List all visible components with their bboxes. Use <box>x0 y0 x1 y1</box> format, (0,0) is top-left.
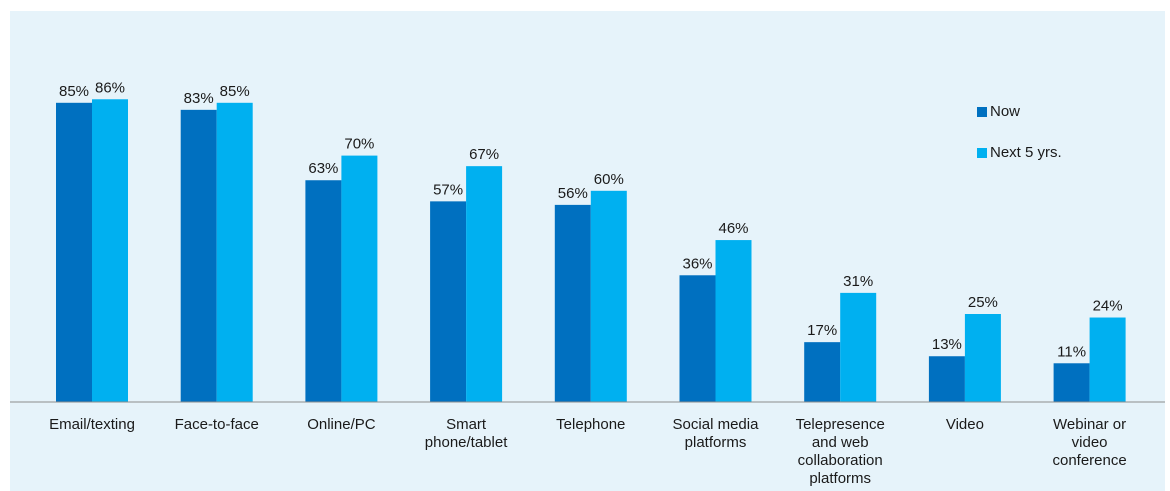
value-label-now-4: 56% <box>558 185 588 202</box>
bar-chart: 85% 86% 83% 85% 63% 70% 57% 67% 56% 60% 36% 46% 17% 3… <box>10 79 1165 487</box>
value-label-now-7: 13% <box>932 336 962 353</box>
bar-next-5-yrs-6 <box>840 292 877 402</box>
bar-now-8 <box>1053 363 1090 402</box>
chart-frame: 85% 86% 83% 85% 63% 70% 57% 67% 56% 60% 36% 46% 17% 3… <box>10 11 1165 491</box>
legend-swatch-now <box>977 107 987 117</box>
value-label-next-5-yrs-2: 70% <box>344 136 374 153</box>
category-label-8: Webinar or video conference <box>1052 416 1126 469</box>
bar-now-2 <box>305 180 342 402</box>
legend-label-now: Now <box>990 103 1020 120</box>
bar-now-6 <box>804 342 841 402</box>
value-label-next-5-yrs-1: 85% <box>220 83 250 100</box>
bar-next-5-yrs-2 <box>341 155 378 402</box>
bar-now-4 <box>554 204 591 402</box>
category-label-6: Telepresence and web collaboration platform… <box>796 416 885 487</box>
value-label-next-5-yrs-7: 25% <box>968 294 998 311</box>
value-label-next-5-yrs-6: 31% <box>843 273 873 290</box>
value-label-next-5-yrs-8: 24% <box>1093 298 1123 315</box>
value-label-now-8: 11% <box>1057 343 1086 360</box>
bar-next-5-yrs-4 <box>590 190 627 402</box>
bar-next-5-yrs-8 <box>1089 317 1126 402</box>
category-label-1: Face-to-face <box>175 416 259 433</box>
value-label-now-2: 63% <box>308 160 338 177</box>
bar-now-3 <box>430 201 467 402</box>
value-label-next-5-yrs-0: 86% <box>95 79 125 96</box>
bar-now-0 <box>56 102 92 403</box>
category-label-4: Telephone <box>556 416 625 433</box>
legend-swatch-next-5-yrs <box>977 148 987 158</box>
value-label-now-5: 36% <box>682 255 712 272</box>
bar-next-5-yrs-0 <box>92 99 128 402</box>
bar-next-5-yrs-3 <box>466 166 503 402</box>
bar-now-1 <box>180 109 217 402</box>
bar-next-5-yrs-7 <box>964 314 1001 402</box>
value-label-now-3: 57% <box>433 181 463 198</box>
category-labels-group: Email/texting Face-to-face Online/PC Smart p… <box>49 416 1127 487</box>
bar-now-5 <box>679 275 716 402</box>
category-label-7: Video <box>946 416 984 433</box>
bar-next-5-yrs-5 <box>715 240 752 402</box>
value-label-next-5-yrs-4: 60% <box>594 171 624 188</box>
bar-next-5-yrs-1 <box>216 102 253 403</box>
value-label-now-1: 83% <box>184 90 214 107</box>
value-labels-group: 85% 86% 83% 85% 63% 70% 57% 67% 56% 60% 36% 46% 17% 3… <box>59 79 1123 360</box>
bar-now-7 <box>928 356 965 402</box>
category-label-0: Email/texting <box>49 416 135 433</box>
legend-label-next-5-yrs: Next 5 yrs. <box>990 144 1062 161</box>
category-label-5: Social media platforms <box>673 416 760 451</box>
legend: Now Next 5 yrs. <box>977 103 1062 161</box>
category-label-2: Online/PC <box>307 416 376 433</box>
value-label-next-5-yrs-3: 67% <box>469 146 499 163</box>
value-label-now-0: 85% <box>59 83 89 100</box>
value-label-now-6: 17% <box>807 322 837 339</box>
category-label-3: Smart phone/tablet <box>425 416 508 451</box>
value-label-next-5-yrs-5: 46% <box>718 220 748 237</box>
bars-group <box>56 99 1126 403</box>
